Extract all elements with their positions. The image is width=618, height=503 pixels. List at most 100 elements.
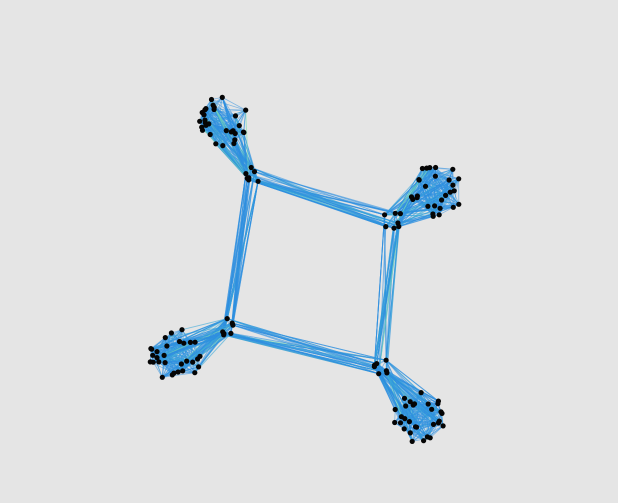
bundle-edge bbox=[165, 324, 233, 339]
graph-node bbox=[418, 390, 424, 396]
graph-node bbox=[187, 339, 193, 345]
graph-node bbox=[162, 360, 168, 366]
intra-edge bbox=[205, 108, 245, 133]
bundle-edge bbox=[393, 179, 420, 229]
intra-edge bbox=[404, 411, 442, 430]
graph-node bbox=[419, 165, 425, 172]
graph-node bbox=[243, 107, 249, 113]
bundle-edge bbox=[181, 318, 228, 331]
bundle-edge bbox=[201, 112, 252, 168]
graph-node bbox=[397, 420, 404, 426]
bundle-edge bbox=[221, 97, 255, 172]
graph-node bbox=[414, 193, 420, 199]
graph-node bbox=[195, 356, 201, 362]
bundle-edge bbox=[232, 167, 252, 326]
bundle-edge bbox=[179, 334, 224, 342]
graph-node bbox=[184, 358, 190, 364]
bundle-edge bbox=[251, 167, 385, 216]
graph-node bbox=[443, 192, 449, 198]
graph-node bbox=[412, 424, 419, 430]
bundle-edge bbox=[248, 179, 386, 228]
graph-node bbox=[397, 211, 403, 217]
graph-node bbox=[236, 123, 242, 129]
graph-node bbox=[440, 423, 446, 429]
graph-node bbox=[232, 113, 239, 119]
graph-node bbox=[192, 339, 198, 345]
bundle-edge bbox=[393, 175, 436, 229]
bundle-edge bbox=[398, 196, 412, 227]
graph-node bbox=[199, 127, 206, 133]
intra-edge bbox=[435, 167, 450, 181]
intra-edge bbox=[222, 97, 246, 111]
graph-node bbox=[391, 225, 397, 231]
graph-node bbox=[168, 330, 174, 336]
bundle-edge bbox=[230, 178, 248, 334]
graph-node bbox=[401, 426, 407, 432]
graph-node bbox=[230, 322, 236, 328]
bundle-edge bbox=[223, 167, 252, 334]
graph-node bbox=[407, 399, 413, 405]
bundle-edge bbox=[397, 215, 434, 224]
graph-node bbox=[232, 130, 238, 137]
graph-node bbox=[154, 355, 160, 361]
graph-node bbox=[447, 189, 453, 195]
graph-node bbox=[374, 361, 380, 367]
graph-node bbox=[435, 401, 441, 407]
bundle-edge bbox=[386, 370, 440, 422]
graph-node bbox=[223, 128, 229, 134]
bundle-edge bbox=[222, 331, 375, 366]
bundle-edge bbox=[223, 173, 247, 335]
graph-node bbox=[408, 194, 415, 200]
graph-node bbox=[430, 421, 437, 427]
graph-node bbox=[456, 176, 462, 182]
graph-node bbox=[383, 357, 389, 363]
intra-edge bbox=[162, 372, 195, 378]
graph-node bbox=[456, 201, 462, 207]
graph-node bbox=[221, 332, 227, 338]
bundle-edge bbox=[225, 130, 255, 172]
graph-node bbox=[243, 171, 249, 177]
graph-node bbox=[446, 177, 452, 183]
graph-node bbox=[181, 340, 187, 346]
graph-node bbox=[392, 406, 398, 413]
bundle-edge bbox=[179, 318, 228, 342]
bundle-edge bbox=[394, 167, 431, 214]
graph-node bbox=[439, 197, 445, 203]
graph-node bbox=[436, 212, 442, 218]
graph-node bbox=[147, 359, 153, 365]
graph-node bbox=[422, 183, 429, 189]
graph-node bbox=[228, 330, 234, 336]
bundle-edge bbox=[223, 333, 388, 374]
bundle-edge bbox=[199, 332, 232, 357]
bundle-edge bbox=[232, 322, 387, 361]
bundle-edge bbox=[385, 228, 395, 361]
graph-node bbox=[421, 438, 427, 444]
graph-node bbox=[178, 361, 184, 367]
graph-node bbox=[206, 121, 212, 127]
intra-edge bbox=[452, 178, 460, 208]
bundle-edge bbox=[156, 332, 232, 359]
graph-node bbox=[232, 137, 238, 143]
graph-node bbox=[392, 210, 398, 216]
graph-node bbox=[203, 106, 209, 112]
bundle-edge bbox=[385, 359, 439, 402]
bundle-edge bbox=[397, 184, 454, 224]
graph-node bbox=[196, 364, 202, 370]
intra-edge bbox=[152, 361, 163, 378]
graph-node bbox=[429, 406, 435, 412]
bundle-edge bbox=[385, 226, 400, 361]
graph-node bbox=[255, 178, 261, 184]
bundle-edge bbox=[231, 181, 259, 324]
graph-node bbox=[402, 416, 408, 422]
graph-node bbox=[392, 419, 398, 426]
graph-node bbox=[176, 338, 183, 345]
graph-node bbox=[201, 112, 207, 118]
bundle-edge bbox=[254, 171, 401, 215]
graph-node bbox=[436, 418, 442, 424]
graph-node bbox=[156, 359, 162, 365]
graph-node bbox=[190, 359, 196, 365]
graph-node bbox=[425, 401, 431, 407]
graph-node bbox=[150, 352, 156, 358]
